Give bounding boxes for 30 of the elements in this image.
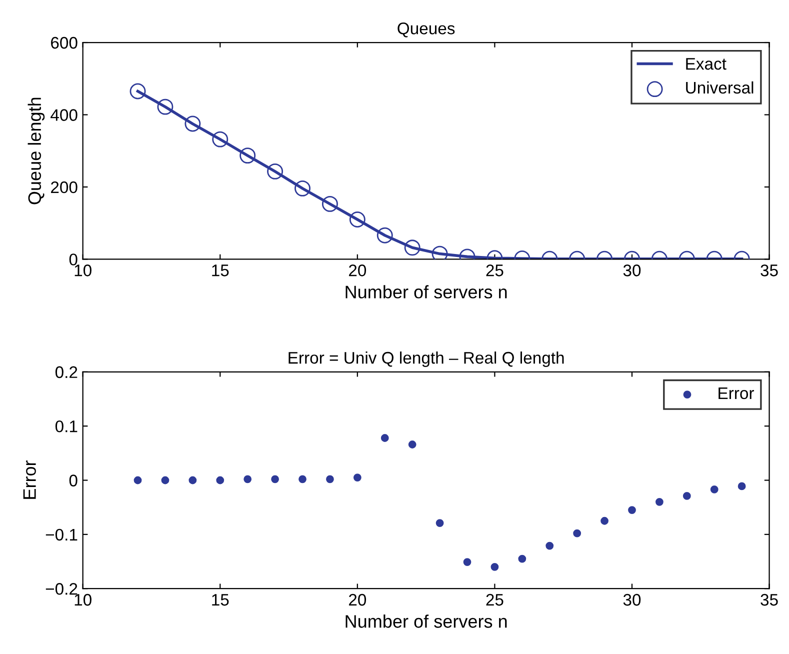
x-tick-label: 20 (348, 264, 366, 276)
x-tick-label: 20 (348, 594, 366, 606)
chart-title: Queues (398, 22, 455, 38)
x-tick-label: 25 (486, 264, 504, 276)
x-tick-label: 15 (212, 594, 229, 606)
x-axis-title: Number of servers n (346, 614, 507, 628)
legend-label: Error (718, 388, 754, 400)
y-tick-label: 0 (69, 474, 78, 486)
x-tick-label: 10 (74, 594, 92, 606)
y-tick-label: −0.1 (46, 528, 78, 541)
y-tick-label: −0.2 (46, 583, 78, 595)
y-axis-title: Queue length (28, 98, 45, 204)
y-tick-label: 400 (50, 109, 78, 121)
x-tick-label: 30 (623, 264, 641, 276)
y-tick-label: 600 (51, 36, 78, 49)
legend-label: Exact (686, 58, 726, 70)
legend-label: Universal (686, 81, 754, 94)
chart-title: Error = Univ Q length – Real Q length (288, 351, 564, 368)
y-tick-label: 0.1 (55, 420, 78, 432)
x-tick-label: 10 (74, 264, 92, 276)
x-tick-label: 15 (212, 264, 229, 276)
y-axis-title: Error (23, 460, 36, 499)
y-tick-label: 200 (51, 181, 78, 194)
y-tick-label: 0.2 (55, 366, 78, 378)
x-tick-label: 30 (623, 594, 641, 606)
y-tick-label: 0 (69, 254, 78, 266)
x-tick-label: 25 (486, 594, 504, 606)
x-tick-label: 35 (760, 594, 778, 606)
x-tick-label: 35 (760, 264, 778, 276)
x-axis-title: Number of servers n (346, 285, 507, 298)
